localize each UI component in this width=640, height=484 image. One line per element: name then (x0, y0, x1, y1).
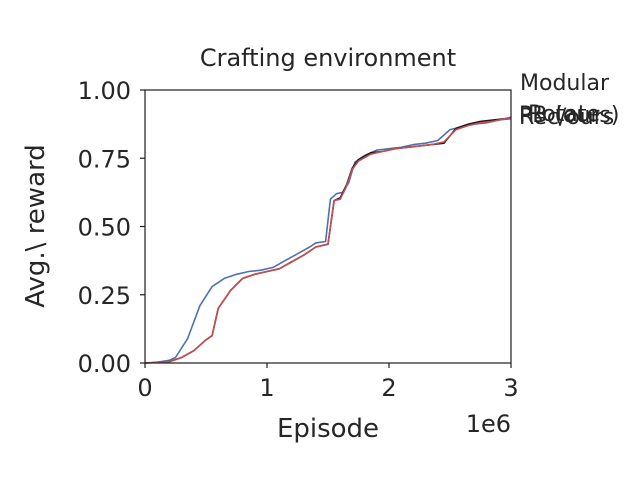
x-axis-label: Episode (277, 414, 379, 444)
legend: Modular PB (ours) Rec/ours Rotate (519, 71, 619, 130)
y-tick-label: 0.75 (78, 145, 131, 173)
x-tick-label: 1 (259, 374, 274, 402)
y-tick-label: 0.00 (78, 350, 131, 378)
y-tick-label: 1.00 (78, 77, 131, 105)
legend-entry-rec-ours: Rec/ours (519, 105, 614, 130)
series-line-3 (144, 116, 512, 364)
x-tick-label: 2 (381, 374, 396, 402)
legend-entry-modular: Modular (520, 71, 610, 96)
chart-title: Crafting environment (200, 44, 456, 72)
series-layer (144, 116, 512, 364)
x-ticks: 0 1 2 3 (137, 363, 519, 402)
y-axis-label: Avg.\ reward (21, 144, 51, 308)
y-ticks: 0.00 0.25 0.50 0.75 1.00 (78, 77, 145, 378)
x-axis-offset-label: 1e6 (466, 410, 511, 438)
x-tick-label: 0 (137, 374, 152, 402)
x-tick-label: 3 (503, 374, 518, 402)
y-tick-label: 0.25 (78, 282, 131, 310)
legend-entry-rotate: Rotate (528, 102, 600, 127)
series-line-1 (144, 117, 512, 364)
y-tick-label: 0.50 (78, 214, 131, 242)
legend-entry-pb-ours: PB (ours) (519, 103, 619, 128)
